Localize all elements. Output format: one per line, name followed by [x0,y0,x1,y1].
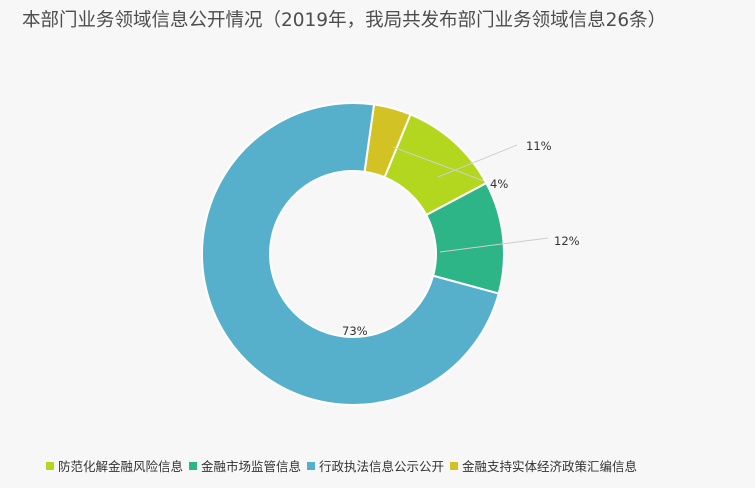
chart-title: 本部门业务领域信息公开情况（2019年，我局共发布部门业务领域信息26条） [22,10,667,31]
legend: 防范化解金融风险信息 金融市场监管信息 行政执法信息公示公开 金融支持实体经济政… [46,456,643,475]
legend-label-financial-risk: 防范化解金融风险信息 [58,459,184,474]
data-label-financial-risk: 11% [526,139,552,153]
legend-item-policy-compilation[interactable]: 金融支持实体经济政策汇编信息 [450,456,637,475]
data-label-market-supervision: 12% [554,234,580,248]
legend-label-policy-compilation: 金融支持实体经济政策汇编信息 [462,459,638,474]
legend-swatch-law-enforcement [307,461,316,470]
leader-line-financial-risk [437,144,518,178]
leader-line-policy-compilation [392,146,485,182]
data-label-law-enforcement: 73% [342,324,368,338]
data-label-policy-compilation: 4% [490,177,508,191]
legend-swatch-market-supervision [189,461,198,470]
legend-label-law-enforcement: 行政执法信息公示公开 [319,459,445,474]
legend-item-market-supervision[interactable]: 金融市场监管信息 [189,456,301,475]
slice-law-enforcement[interactable] [201,102,500,406]
legend-swatch-policy-compilation [450,461,459,470]
legend-item-financial-risk[interactable]: 防范化解金融风险信息 [46,456,183,475]
legend-label-market-supervision: 金融市场监管信息 [201,459,302,474]
leader-line-market-supervision [439,237,549,253]
legend-swatch-financial-risk [46,461,54,470]
legend-item-law-enforcement[interactable]: 行政执法信息公示公开 [307,456,444,475]
